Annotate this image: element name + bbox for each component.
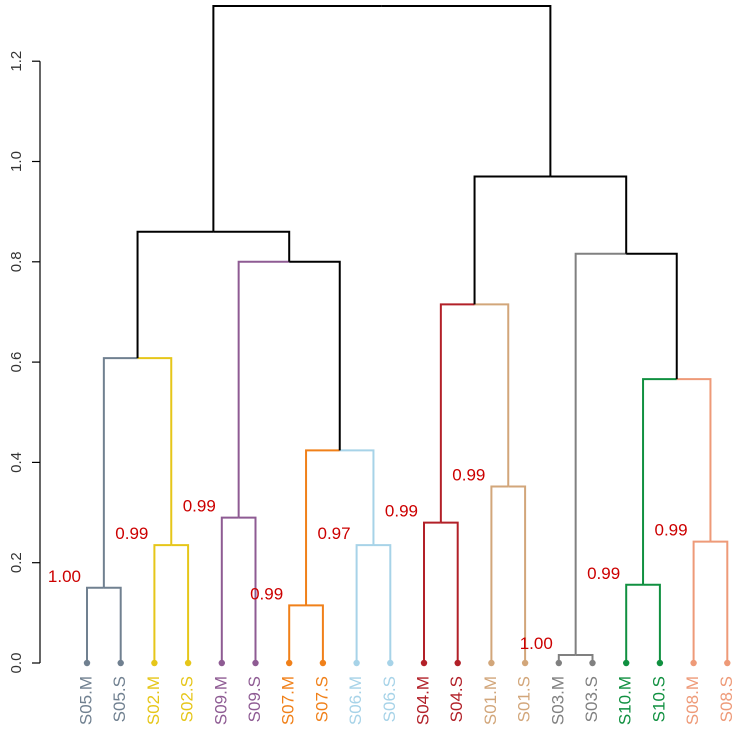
- leaf-marker: [724, 659, 731, 667]
- branch-right-m108: [676, 378, 712, 542]
- leaf-marker: [656, 659, 664, 667]
- y-tick-label: 0.2: [8, 552, 25, 573]
- leaf-label: S10.M: [616, 676, 635, 725]
- leaf-label: S09.S: [245, 676, 264, 722]
- leaf-marker: [623, 659, 630, 667]
- branch-left-m52: [102, 357, 138, 588]
- support-value-n9: 0.99: [183, 497, 216, 516]
- leaf-marker: [252, 659, 259, 667]
- leaf-label: S03.S: [582, 676, 601, 722]
- branch-right-n1: [508, 485, 527, 663]
- branch-right-n10: [643, 583, 661, 663]
- leaf-marker: [387, 659, 394, 667]
- branch-right-n7: [306, 604, 324, 663]
- leaf-label: S08.M: [683, 676, 702, 725]
- leaf-marker: [488, 659, 495, 667]
- branch-left-m76: [305, 449, 340, 606]
- branch-left-mR: [473, 175, 551, 305]
- leaf-label: S07.M: [279, 676, 298, 725]
- branch-right-mL: [213, 230, 291, 262]
- leaf-labels: S05.M S05.S S02.M S02.S S09.M S09.S S07.M S07.S…: [76, 676, 735, 725]
- support-values: 1.00 0.99 0.99 0.99 0.97 0.99 0.99 1.00 0.99 0.99: [48, 465, 688, 653]
- leaf-marker: [218, 659, 225, 667]
- leaf-label: S02.M: [144, 676, 163, 725]
- branch-left-m41: [439, 303, 475, 523]
- branch-right-m41: [474, 303, 510, 487]
- branch-left-n7: [288, 604, 307, 663]
- branch-left-m108: [642, 378, 677, 585]
- leaf-label: S05.S: [110, 676, 129, 722]
- leaf-label: S04.M: [413, 676, 432, 725]
- branch-left-m3R: [574, 252, 627, 655]
- branch-right-root: [381, 5, 552, 177]
- branch-left-root: [212, 5, 382, 232]
- leaf-label: S05.M: [76, 676, 95, 725]
- support-value-n4: 0.99: [385, 502, 418, 521]
- branch-left-n1: [490, 485, 509, 663]
- leaf-marker: [589, 659, 596, 667]
- leaf-marker: [353, 659, 360, 667]
- support-value-n6: 0.97: [318, 524, 351, 543]
- support-value-n3: 1.00: [520, 634, 553, 653]
- branch-left-n5: [86, 586, 104, 663]
- leaf-label: S08.S: [717, 676, 736, 722]
- y-axis: 0.0 0.2 0.4 0.6 0.8 1.0 1.2: [8, 51, 41, 674]
- support-value-n2: 0.99: [115, 524, 148, 543]
- branch-right-n5: [103, 586, 122, 663]
- branch-left-m976: [237, 260, 290, 518]
- leaf-marker: [555, 659, 562, 667]
- leaf-marker: [83, 659, 91, 667]
- branch-right-m976: [289, 260, 341, 451]
- y-tick-label: 0.4: [8, 452, 25, 473]
- leaf-marker: [521, 659, 529, 667]
- leaf-marker: [184, 659, 192, 667]
- dendrogram-branches: [86, 5, 729, 663]
- branch-right-n6: [373, 544, 392, 663]
- branch-left-n2: [153, 544, 172, 663]
- branch-right-n8: [710, 540, 729, 663]
- branch-right-n4: [440, 521, 459, 663]
- leaf-label: S01.M: [481, 676, 500, 725]
- leaf-marker: [151, 659, 158, 667]
- leaf-label: S04.S: [447, 676, 466, 722]
- branch-left-n8: [692, 540, 711, 663]
- branch-left-mL: [136, 230, 214, 359]
- leaf-marker: [454, 659, 461, 667]
- leaf-marker: [420, 659, 428, 667]
- branch-left-n10: [625, 583, 644, 663]
- y-tick-label: 1.2: [8, 51, 25, 72]
- leaf-label: S10.S: [649, 676, 668, 722]
- support-value-n5: 1.00: [48, 567, 81, 586]
- branch-right-m76: [339, 449, 375, 546]
- y-tick-label: 0.8: [8, 251, 25, 272]
- branch-left-n4: [423, 521, 441, 663]
- leaf-label: S02.S: [178, 676, 197, 722]
- leaf-label: S01.S: [515, 676, 534, 722]
- leaf-label: S07.S: [312, 676, 331, 722]
- branch-right-m52: [137, 357, 173, 546]
- leaf-marker: [690, 659, 697, 667]
- leaf-marker: [319, 659, 327, 667]
- branch-right-mR: [550, 175, 628, 254]
- branch-right-n9: [238, 516, 257, 663]
- branch-left-n6: [355, 544, 374, 663]
- y-tick-label: 0.6: [8, 352, 25, 373]
- branch-left-n9: [220, 516, 239, 663]
- y-tick-label: 0.0: [8, 653, 25, 674]
- branch-right-m3R: [626, 252, 678, 380]
- leaf-label: S09.M: [211, 676, 230, 725]
- leaf-marker: [117, 659, 124, 667]
- leaf-label: S06.M: [346, 676, 365, 725]
- support-value-n10: 0.99: [587, 564, 620, 583]
- support-value-n1: 0.99: [452, 465, 485, 484]
- support-value-n8: 0.99: [655, 521, 688, 540]
- y-tick-label: 1.0: [8, 151, 25, 172]
- leaf-marker: [286, 659, 293, 667]
- leaf-label: S06.S: [380, 676, 399, 722]
- leaf-markers: [83, 659, 731, 667]
- support-value-n7: 0.99: [250, 584, 283, 603]
- leaf-label: S03.M: [548, 676, 567, 725]
- branch-right-n2: [171, 544, 190, 663]
